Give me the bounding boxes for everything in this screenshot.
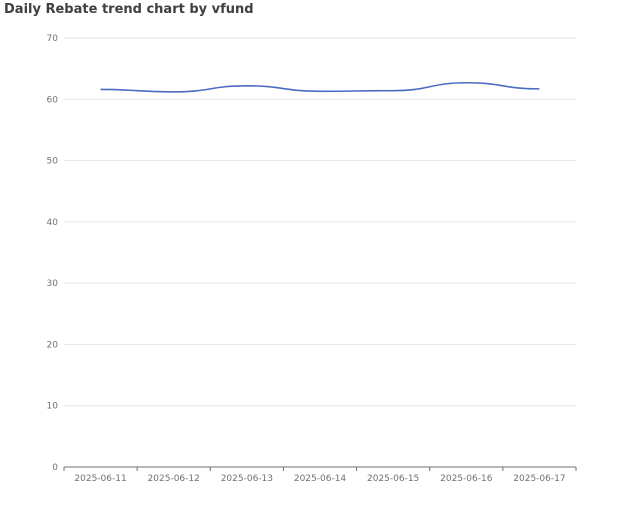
x-tick-label: 2025-06-17 bbox=[513, 474, 565, 484]
x-axis: 2025-06-11 2025-06-12 2025-06-13 2025-06-14… bbox=[63, 466, 577, 484]
y-tick-label: 70 bbox=[47, 34, 59, 44]
chart-title: Daily Rebate trend chart by vfund bbox=[4, 2, 254, 17]
x-tick-label: 2025-06-13 bbox=[221, 474, 273, 484]
x-tick-label: 2025-06-11 bbox=[74, 474, 126, 484]
y-tick-label: 20 bbox=[47, 340, 59, 350]
y-axis-tick-labels: 0 10 20 30 40 50 60 70 bbox=[47, 34, 59, 473]
x-tick-label: 2025-06-14 bbox=[294, 474, 347, 484]
y-tick-label: 50 bbox=[47, 157, 59, 167]
y-tick-label: 60 bbox=[47, 95, 59, 105]
series-group bbox=[100, 81, 540, 93]
x-tick-label: 2025-06-12 bbox=[148, 474, 200, 484]
y-tick-label: 40 bbox=[47, 218, 59, 228]
x-tick-label: 2025-06-15 bbox=[367, 474, 419, 484]
x-tick-label: 2025-06-16 bbox=[440, 474, 493, 484]
grid-lines bbox=[64, 37, 576, 407]
y-tick-label: 30 bbox=[47, 279, 59, 289]
series-line bbox=[100, 81, 540, 93]
y-tick-label: 0 bbox=[52, 463, 58, 473]
y-tick-label: 10 bbox=[47, 402, 59, 412]
